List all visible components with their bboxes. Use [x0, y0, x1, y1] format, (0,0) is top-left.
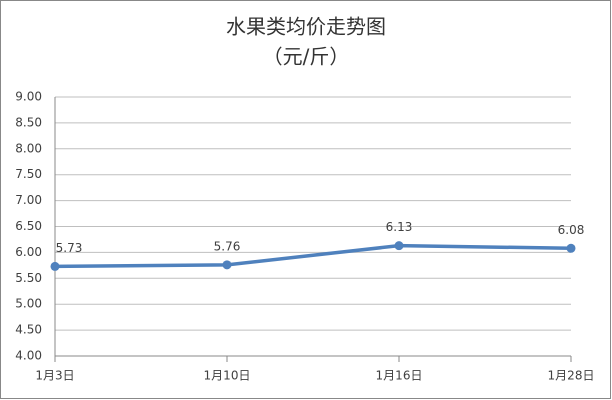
y-tick-label: 6.00 [15, 245, 42, 259]
x-tick-label: 1月10日 [204, 369, 251, 383]
y-tick-label: 7.50 [15, 167, 42, 181]
y-tick-label: 5.00 [15, 297, 42, 311]
y-tick-label: 8.50 [15, 115, 42, 129]
data-point [566, 243, 576, 253]
data-label: 5.76 [214, 239, 241, 253]
y-tick-label: 4.50 [15, 323, 42, 337]
y-tick-label: 8.00 [15, 141, 42, 155]
x-tick-label: 1月28日 [548, 369, 595, 383]
y-tick-label: 4.00 [15, 349, 42, 363]
data-point [394, 241, 404, 251]
x-tick-label: 1月16日 [376, 369, 423, 383]
y-tick-label: 9.00 [15, 90, 42, 104]
y-tick-label: 5.50 [15, 271, 42, 285]
x-tick-label: 1月3日 [35, 369, 74, 383]
chart-subtitle: （元/斤） [263, 45, 350, 69]
y-tick-label: 7.00 [15, 193, 42, 207]
chart-title: 水果类均价走势图 [226, 15, 386, 39]
y-tick-label: 6.50 [15, 219, 42, 233]
data-label: 6.08 [558, 223, 585, 237]
data-label: 5.73 [56, 241, 83, 255]
line-series [54, 243, 572, 269]
data-point [222, 260, 232, 270]
data-label: 6.13 [386, 220, 413, 234]
data-point [50, 261, 60, 271]
